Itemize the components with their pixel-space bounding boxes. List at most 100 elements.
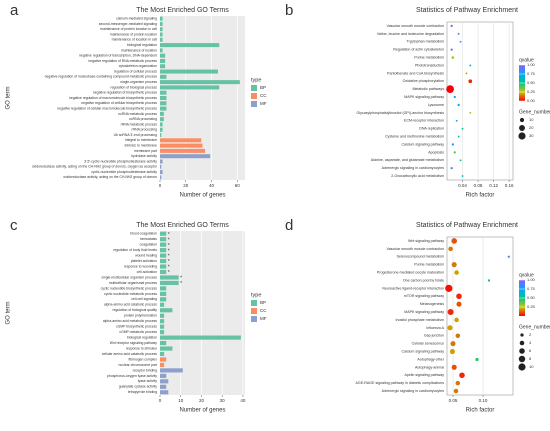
bar: [160, 390, 169, 395]
bar-annotation: *: [180, 276, 182, 282]
bar: [160, 143, 203, 148]
dot: [457, 103, 460, 107]
dot: [475, 357, 479, 362]
legend-label: MF: [260, 316, 267, 321]
bar: [160, 308, 173, 313]
color-tick-label: 1.00: [527, 277, 536, 282]
y-tick-label: biological regulation: [127, 43, 157, 47]
y-tick-label: negative regulation of cellular biosynth…: [81, 101, 157, 105]
legend-title: qvalue: [519, 272, 534, 278]
bar-annotation: *: [180, 281, 182, 287]
bar: [160, 148, 206, 153]
y-tick-label: negative regulation of RNA metabolic pro…: [88, 59, 157, 63]
legend-label: BP: [260, 85, 266, 90]
color-tick-label: 0.00: [527, 98, 536, 103]
bar: [160, 58, 166, 63]
bar: [160, 379, 169, 384]
y-tick-label: ncRNA processing: [129, 117, 157, 121]
y-tick-label: Progesterone-mediated oocyte maturation: [377, 271, 444, 275]
y-tick-label: negative regulation of macromolecule bio…: [69, 96, 157, 100]
y-tick-label: hemostasis: [140, 237, 157, 241]
bar: [160, 351, 165, 357]
y-tick-label: fibrinogen complex: [129, 357, 158, 361]
size-legend-dot: [519, 117, 525, 123]
y-tick-label: negative regulation of cellular macromol…: [57, 106, 157, 110]
y-tick-label: Neuroactive ligand-receptor interaction: [382, 286, 444, 290]
bar-annotation: *: [168, 237, 170, 243]
y-tick-label: regulation of biological quality: [113, 308, 158, 312]
bar-annotation: *: [168, 248, 170, 254]
y-tick-label: alpha-amino acid catabolic process: [104, 303, 157, 307]
plot-background: [160, 231, 245, 395]
y-tick-label: Adrenergic signaling in cardiomyocytes: [382, 389, 445, 393]
bar: [160, 27, 163, 32]
dot: [451, 56, 455, 59]
size-legend-dot: [519, 125, 525, 131]
bar: [160, 53, 166, 58]
x-tick-label: 0.08: [474, 183, 483, 188]
y-tick-label: oxidoreductase activity, acting on the C…: [63, 175, 157, 179]
y-tick-label: cGMP metabolic process: [119, 330, 157, 334]
dot: [457, 135, 460, 138]
y-tick-label: Inositol phosphate metabolism: [395, 318, 444, 322]
bar: [160, 21, 163, 26]
y-tick-label: biological regulation: [127, 335, 157, 339]
y-tick-label: Influenza A: [426, 326, 444, 330]
size-legend-label: 10: [529, 364, 534, 369]
y-tick-label: wound healing: [135, 253, 157, 257]
legend-swatch: [251, 101, 257, 107]
size-legend-dot: [518, 355, 526, 363]
y-tick-label: cellular amino acid catabolic process: [102, 352, 158, 356]
y-tick-label: DNA replication: [419, 127, 444, 131]
bar: [160, 170, 163, 175]
bar: [160, 248, 167, 253]
y-tick-label: phosphorus-oxygen lyase activity: [107, 374, 157, 378]
size-legend-label: 20: [529, 125, 534, 130]
plot-background: [446, 21, 514, 181]
bar: [160, 373, 167, 378]
bar: [160, 85, 220, 90]
y-tick-label: cytoskeleton organization: [119, 64, 157, 68]
bar: [160, 242, 167, 247]
bar: [160, 297, 167, 302]
chart-title: Statistics of Pathway Enrichment: [416, 222, 518, 229]
y-tick-label: rRNA metabolic process: [121, 122, 158, 126]
y-tick-label: Tryptophan metabolism: [407, 40, 444, 44]
y-tick-label: AGE-RAGE signaling pathway in diabetic c…: [356, 381, 445, 385]
dot: [459, 159, 462, 162]
y-tick-label: Cysteine and methionine metabolism: [385, 135, 444, 139]
dot: [453, 151, 456, 154]
panel-label: b: [285, 2, 293, 19]
y-tick-label: negative regulation of nucleobase-contai…: [45, 75, 158, 79]
panel-label: c: [10, 217, 18, 234]
dot: [465, 72, 468, 75]
bar: [160, 117, 164, 122]
size-legend-label: 2: [529, 332, 532, 337]
x-tick-label: 0.04: [458, 183, 467, 188]
dot: [451, 238, 457, 244]
legend-label: CC: [260, 308, 267, 313]
dot: [451, 143, 454, 146]
x-tick-label: 0: [159, 183, 162, 188]
bar: [160, 357, 167, 362]
x-axis-title: Rich factor: [466, 408, 495, 414]
bar: [160, 154, 211, 159]
dot: [459, 40, 462, 43]
y-tick-label: blood coagulation: [130, 232, 157, 236]
y-tick-label: MAPK signaling pathway: [404, 310, 444, 314]
chart-title: The Most Enriched GO Terms: [136, 7, 229, 14]
y-tick-label: tetrapyrrole binding: [128, 390, 157, 394]
x-tick-label: 40: [209, 183, 215, 188]
bar: [160, 80, 240, 85]
y-tick-label: intrinsic to membrane: [125, 144, 158, 148]
legend-swatch: [251, 85, 257, 91]
y-tick-label: ECM-receptor interaction: [404, 119, 444, 123]
legend-swatch: [251, 316, 257, 322]
bar: [160, 48, 163, 53]
dot: [468, 79, 473, 84]
legend-label: BP: [260, 300, 266, 305]
bar: [160, 43, 220, 48]
dot: [469, 64, 472, 67]
dot: [454, 317, 459, 323]
bar: [160, 37, 163, 42]
